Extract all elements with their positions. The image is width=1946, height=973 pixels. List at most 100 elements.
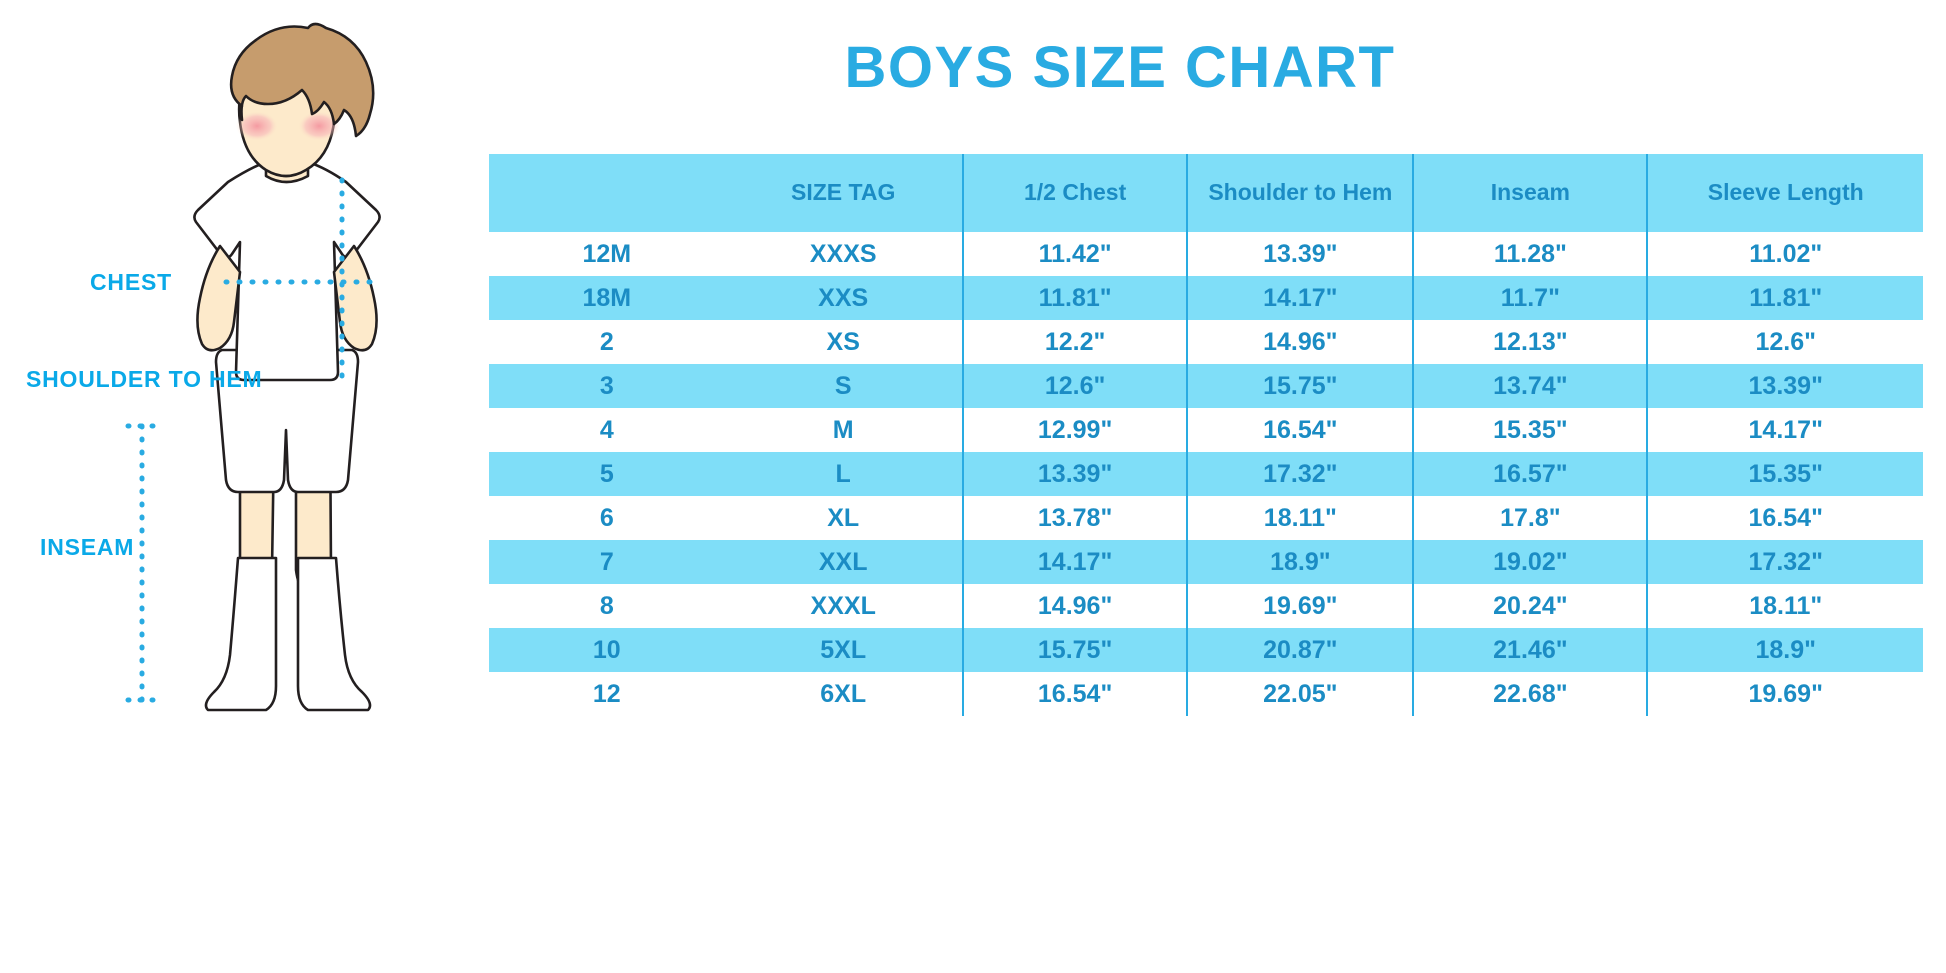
cell-shoulder-to-hem: 18.9"	[1187, 540, 1415, 584]
cell-size-tag: 6XL	[724, 672, 964, 716]
cell-size: 5	[489, 452, 725, 496]
cell-half-chest: 13.39"	[962, 452, 1189, 496]
table-row: 7 XXL 14.17" 18.9" 19.02" 17.32"	[489, 540, 1923, 584]
table-header-row: SIZE TAG 1/2 Chest Shoulder to Hem Insea…	[489, 154, 1923, 232]
column-header-size	[489, 154, 725, 232]
cell-half-chest: 14.17"	[962, 540, 1189, 584]
table-header: SIZE TAG 1/2 Chest Shoulder to Hem Insea…	[489, 154, 1923, 232]
cell-half-chest: 13.78"	[962, 496, 1189, 540]
cell-half-chest: 11.42"	[962, 232, 1189, 276]
boy-figure-illustration	[90, 10, 510, 750]
cell-sleeve-length: 11.81"	[1647, 276, 1923, 320]
inseam-label: INSEAM	[40, 534, 135, 560]
cell-size: 8	[489, 584, 725, 628]
cell-sleeve-length: 19.69"	[1647, 672, 1923, 716]
cell-sleeve-length: 13.39"	[1647, 364, 1923, 408]
cell-inseam: 11.7"	[1413, 276, 1649, 320]
cell-size-tag: XS	[724, 320, 964, 364]
cell-shoulder-to-hem: 19.69"	[1187, 584, 1415, 628]
column-header-half-chest: 1/2 Chest	[962, 154, 1189, 232]
cell-half-chest: 14.96"	[962, 584, 1189, 628]
shorts	[214, 348, 360, 494]
cell-half-chest: 11.81"	[962, 276, 1189, 320]
table-body: 12M XXXS 11.42" 13.39" 11.28" 11.02" 18M…	[489, 232, 1923, 716]
table-row: 8 XXXL 14.96" 19.69" 20.24" 18.11"	[489, 584, 1923, 628]
cell-size-tag: XXXL	[724, 584, 964, 628]
cell-shoulder-to-hem: 18.11"	[1187, 496, 1415, 540]
cell-shoulder-to-hem: 16.54"	[1187, 408, 1415, 452]
arm-left-skin	[196, 244, 242, 352]
cell-size-tag: XXXS	[724, 232, 964, 276]
cell-inseam: 13.74"	[1413, 364, 1649, 408]
column-header-sleeve-length: Sleeve Length	[1647, 154, 1923, 232]
cell-sleeve-length: 11.02"	[1647, 232, 1923, 276]
cell-sleeve-length: 18.11"	[1647, 584, 1923, 628]
table-row: 3 S 12.6" 15.75" 13.74" 13.39"	[489, 364, 1923, 408]
column-header-shoulder-to-hem: Shoulder to Hem	[1187, 154, 1415, 232]
cell-shoulder-to-hem: 17.32"	[1187, 452, 1415, 496]
cell-half-chest: 16.54"	[962, 672, 1189, 716]
cell-inseam: 22.68"	[1413, 672, 1649, 716]
size-chart-table: SIZE TAG 1/2 Chest Shoulder to Hem Insea…	[489, 154, 1923, 716]
cell-half-chest: 12.99"	[962, 408, 1189, 452]
column-header-size-tag: SIZE TAG	[724, 154, 964, 232]
cell-size: 10	[489, 628, 725, 672]
cell-size: 6	[489, 496, 725, 540]
cell-inseam: 21.46"	[1413, 628, 1649, 672]
cell-sleeve-length: 14.17"	[1647, 408, 1923, 452]
table-row: 6 XL 13.78" 18.11" 17.8" 16.54"	[489, 496, 1923, 540]
sock-left	[204, 556, 278, 712]
cell-shoulder-to-hem: 20.87"	[1187, 628, 1415, 672]
cell-inseam: 11.28"	[1413, 232, 1649, 276]
cell-size-tag: XXS	[724, 276, 964, 320]
size-chart-table-wrapper: SIZE TAG 1/2 Chest Shoulder to Hem Insea…	[489, 154, 1923, 716]
cell-size-tag: S	[724, 364, 964, 408]
cell-size-tag: XXL	[724, 540, 964, 584]
cell-sleeve-length: 17.32"	[1647, 540, 1923, 584]
cell-half-chest: 12.6"	[962, 364, 1189, 408]
cell-half-chest: 15.75"	[962, 628, 1189, 672]
cell-shoulder-to-hem: 14.17"	[1187, 276, 1415, 320]
cell-sleeve-length: 15.35"	[1647, 452, 1923, 496]
sock-right	[296, 556, 372, 712]
cell-size-tag: M	[724, 408, 964, 452]
cell-shoulder-to-hem: 15.75"	[1187, 364, 1415, 408]
table-row: 2 XS 12.2" 14.96" 12.13" 12.6"	[489, 320, 1923, 364]
cell-shoulder-to-hem: 14.96"	[1187, 320, 1415, 364]
table-row: 4 M 12.99" 16.54" 15.35" 14.17"	[489, 408, 1923, 452]
cell-size: 12M	[489, 232, 725, 276]
cell-inseam: 20.24"	[1413, 584, 1649, 628]
cell-size-tag: L	[724, 452, 964, 496]
cell-sleeve-length: 18.9"	[1647, 628, 1923, 672]
cell-size: 4	[489, 408, 725, 452]
cell-size: 12	[489, 672, 725, 716]
page-title: BOYS SIZE CHART	[844, 35, 1396, 100]
table-row: 10 5XL 15.75" 20.87" 21.46" 18.9"	[489, 628, 1923, 672]
column-header-inseam: Inseam	[1413, 154, 1649, 232]
table-row: 12 6XL 16.54" 22.05" 22.68" 19.69"	[489, 672, 1923, 716]
cell-half-chest: 12.2"	[962, 320, 1189, 364]
cheek-left	[236, 111, 278, 141]
cell-size: 18M	[489, 276, 725, 320]
cheek-right	[298, 111, 340, 141]
cell-shoulder-to-hem: 22.05"	[1187, 672, 1415, 716]
cell-size-tag: 5XL	[724, 628, 964, 672]
cell-size: 7	[489, 540, 725, 584]
hair	[229, 22, 375, 138]
cell-sleeve-length: 12.6"	[1647, 320, 1923, 364]
cell-size: 3	[489, 364, 725, 408]
cell-inseam: 12.13"	[1413, 320, 1649, 364]
cell-size-tag: XL	[724, 496, 964, 540]
cell-size: 2	[489, 320, 725, 364]
cell-inseam: 17.8"	[1413, 496, 1649, 540]
cell-inseam: 15.35"	[1413, 408, 1649, 452]
cell-inseam: 16.57"	[1413, 452, 1649, 496]
chest-label: CHEST	[90, 269, 172, 295]
table-row: 18M XXS 11.81" 14.17" 11.7" 11.81"	[489, 276, 1923, 320]
cell-shoulder-to-hem: 13.39"	[1187, 232, 1415, 276]
cell-inseam: 19.02"	[1413, 540, 1649, 584]
cell-sleeve-length: 16.54"	[1647, 496, 1923, 540]
shoulder-to-hem-label: SHOULDER TO HEM	[26, 366, 263, 392]
table-row: 5 L 13.39" 17.32" 16.57" 15.35"	[489, 452, 1923, 496]
table-row: 12M XXXS 11.42" 13.39" 11.28" 11.02"	[489, 232, 1923, 276]
